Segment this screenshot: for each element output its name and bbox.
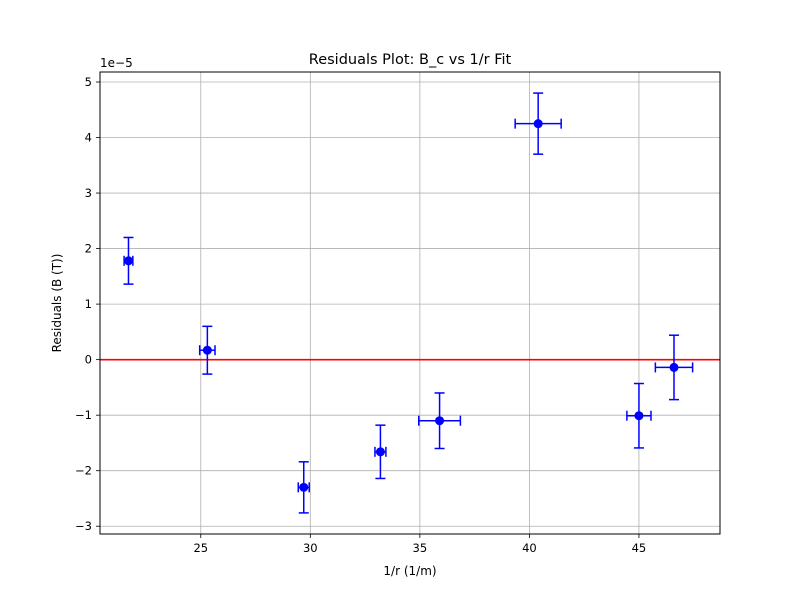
data-point [514,92,562,155]
x-tick-label: 45 [632,541,647,555]
plot-frame [99,71,721,535]
point-marker [123,256,133,266]
data-point [374,424,387,480]
y-tick-label: 4 [85,131,92,145]
point-marker [533,119,543,129]
y-tick-label: 0 [85,353,92,367]
x-axis-ticks: 25 30 35 40 45 [193,534,646,555]
x-axis-label: 1/r (1/m) [383,564,436,578]
data-point [418,392,462,450]
data-point [654,334,694,401]
data-point [626,382,652,449]
y-tick-label: −1 [75,408,92,422]
y-offset-text: 1e−5 [100,56,133,70]
data-points [123,92,694,514]
x-tick-label: 40 [522,541,537,555]
point-marker [634,411,644,421]
x-tick-label: 30 [303,541,318,555]
x-tick-label: 25 [193,541,208,555]
y-tick-label: 3 [85,186,92,200]
data-point [198,325,216,375]
point-marker [669,362,679,372]
data-point [297,461,310,514]
y-tick-label: −3 [75,519,92,533]
plot-area [100,72,720,534]
point-marker [202,345,212,355]
y-tick-label: 5 [85,75,92,89]
y-axis-ticks: −3 −2 −1 0 1 2 3 4 5 [75,75,100,533]
y-axis-label: Residuals (B (T)) [50,254,64,353]
y-tick-label: −2 [75,464,92,478]
data-point [123,236,134,285]
point-marker [375,447,385,457]
y-tick-label: 1 [85,297,92,311]
x-tick-label: 35 [413,541,428,555]
point-marker [299,482,309,492]
point-marker [435,416,445,426]
y-tick-label: 2 [85,242,92,256]
chart-title: Residuals Plot: B_c vs 1/r Fit [309,52,512,68]
